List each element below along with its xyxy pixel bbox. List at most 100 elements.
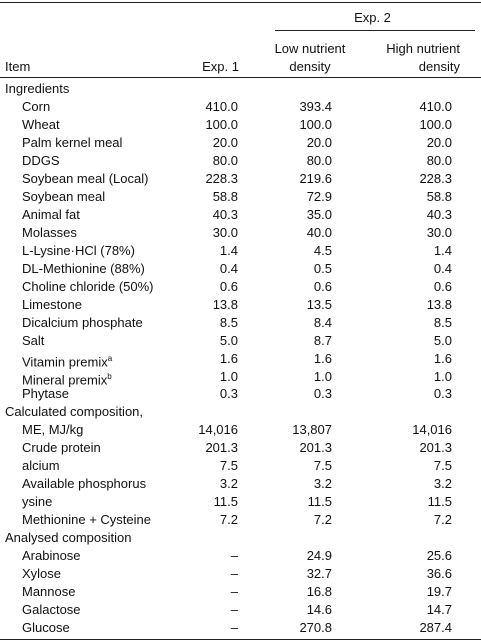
cell-value: 1.4 xyxy=(433,242,452,258)
section-title: Calculated composition, xyxy=(5,404,144,420)
item-name: Mineral premix xyxy=(22,371,108,387)
item-name: Crude protein xyxy=(22,440,101,456)
cell-value: 20.0 xyxy=(426,134,452,150)
row-label: Crude protein xyxy=(22,440,101,456)
cell-value: 11.5 xyxy=(427,494,452,510)
item-name: Animal fat xyxy=(22,206,80,222)
item-name: Arabinose xyxy=(22,548,81,564)
cell-value: 8.7 xyxy=(313,332,332,348)
item-name: Galactose xyxy=(22,602,81,618)
item-name: Vitamin premix xyxy=(22,353,108,369)
cell-value: 410.0 xyxy=(419,98,452,114)
row-label: DL-Methionine (88%) xyxy=(22,261,145,277)
row-label: Glucose xyxy=(22,620,70,636)
cell-value: – xyxy=(230,620,238,636)
row-label: Palm kernel meal xyxy=(22,135,122,151)
column-header: Exp. 1 xyxy=(202,59,239,74)
item-name: Available phosphorus xyxy=(22,476,147,492)
row-label: Wheat xyxy=(22,117,60,133)
cell-value: 0.3 xyxy=(313,386,332,402)
cell-value: 3.2 xyxy=(219,476,238,492)
cell-value: 201.3 xyxy=(299,440,332,456)
row-label: alcium xyxy=(22,458,60,474)
row-label: Phytase xyxy=(22,386,69,402)
row-label: Xylose xyxy=(22,566,61,582)
cell-value: 5.0 xyxy=(433,332,452,348)
cell-value: 14.7 xyxy=(426,602,452,618)
column-header: Low nutrient density xyxy=(274,41,346,74)
item-name: Wheat xyxy=(22,116,60,132)
cell-value: 0.4 xyxy=(433,260,452,276)
cell-value: 8.5 xyxy=(433,314,452,330)
item-name: L-Lysine·HCl (78%) xyxy=(22,242,135,258)
item-name: Palm kernel meal xyxy=(22,134,123,150)
cell-value: 36.6 xyxy=(426,566,452,582)
item-name: Mannose xyxy=(22,584,76,600)
item-name: Phytase xyxy=(22,386,69,402)
cell-value: 40.0 xyxy=(306,224,332,240)
cell-value: 7.5 xyxy=(313,458,332,474)
cell-value: 0.5 xyxy=(313,260,332,276)
cell-value: 8.4 xyxy=(313,314,332,330)
cell-value: 58.8 xyxy=(426,188,452,204)
cell-value: 11.5 xyxy=(307,494,332,510)
cell-value: 32.7 xyxy=(306,566,332,582)
row-label: Galactose xyxy=(22,602,81,618)
item-name: Dicalcium phosphate xyxy=(22,314,143,330)
cell-value: 1.6 xyxy=(433,350,452,366)
cell-value: 228.3 xyxy=(419,170,452,186)
cell-value: 30.0 xyxy=(212,224,238,240)
item-name: Corn xyxy=(22,98,51,114)
row-label: DDGS xyxy=(22,153,60,169)
cell-value: 3.2 xyxy=(313,476,332,492)
footnote-mark: b xyxy=(107,371,112,381)
item-name: Limestone xyxy=(22,296,82,312)
cell-value: 13.5 xyxy=(306,296,332,312)
row-label: Available phosphorus xyxy=(22,476,146,492)
row-label: Choline chloride (50%) xyxy=(22,279,154,295)
cell-value: 5.0 xyxy=(219,332,238,348)
item-name: Choline chloride (50%) xyxy=(22,278,154,294)
row-label: Mineral premixb xyxy=(22,369,112,388)
bottom-rule xyxy=(0,639,481,640)
item-name: DDGS xyxy=(22,152,60,168)
cell-value: 13.8 xyxy=(426,296,452,312)
item-name: Methionine + Cysteine xyxy=(22,512,151,528)
item-name: Soybean meal (Local) xyxy=(22,170,149,186)
cell-value: 228.3 xyxy=(205,170,238,186)
cell-value: 72.9 xyxy=(306,188,332,204)
item-name: Xylose xyxy=(22,566,62,582)
cell-value: 8.5 xyxy=(219,314,238,330)
cell-value: 201.3 xyxy=(419,440,452,456)
cell-value: 13.8 xyxy=(212,296,238,312)
row-label: ysine xyxy=(22,494,52,510)
cell-value: – xyxy=(230,566,238,582)
cell-value: 1.6 xyxy=(313,350,332,366)
cell-value: 0.6 xyxy=(433,278,452,294)
cell-value: 287.4 xyxy=(419,620,452,636)
cell-value: – xyxy=(230,584,238,600)
item-name: ME, MJ/kg xyxy=(22,422,84,438)
cell-value: 1.0 xyxy=(219,368,238,384)
cell-value: 1.0 xyxy=(433,368,452,384)
row-label: ME, MJ/kg xyxy=(22,422,83,438)
cell-value: 100.0 xyxy=(205,116,238,132)
row-label: Methionine + Cysteine xyxy=(22,512,151,528)
row-label: Corn xyxy=(22,99,50,115)
cell-value: 40.3 xyxy=(426,206,452,222)
row-label: Animal fat xyxy=(22,207,80,223)
cell-value: 270.8 xyxy=(299,620,332,636)
cell-value: 219.6 xyxy=(299,170,332,186)
cell-value: 7.5 xyxy=(219,458,238,474)
row-label: Soybean meal xyxy=(22,189,105,205)
cell-value: 20.0 xyxy=(306,134,332,150)
footnote-mark: a xyxy=(107,353,113,363)
row-label: L-Lysine·HCl (78%) xyxy=(22,243,135,259)
row-label: Mannose xyxy=(22,584,75,600)
group-rule xyxy=(275,30,475,31)
cell-value: 0.3 xyxy=(433,386,452,402)
cell-value: 16.8 xyxy=(306,584,332,600)
group-header: Exp. 2 xyxy=(354,10,391,25)
cell-value: 100.0 xyxy=(299,116,332,132)
